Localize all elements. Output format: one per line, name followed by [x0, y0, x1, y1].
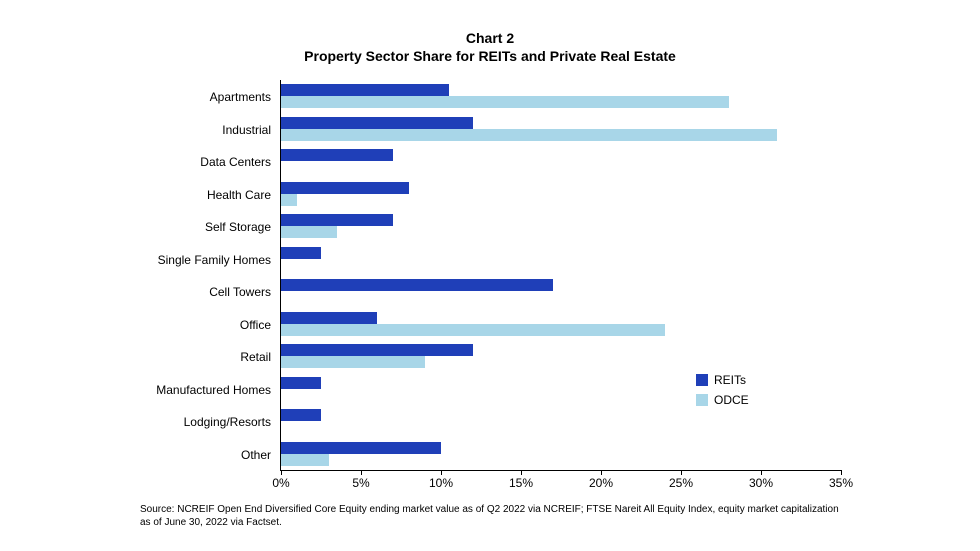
- chart-legend: REITs ODCE: [696, 373, 749, 413]
- category-label: Health Care: [207, 188, 271, 202]
- bar-reits: [281, 344, 473, 356]
- legend-item: REITs: [696, 373, 749, 387]
- chart-title-line1: Chart 2: [0, 30, 980, 48]
- bar-reits: [281, 149, 393, 161]
- bar-odce: [281, 324, 665, 336]
- category-label: Manufactured Homes: [156, 383, 271, 397]
- bar-reits: [281, 117, 473, 129]
- x-axis-tick-mark: [681, 470, 682, 475]
- bar-odce: [281, 454, 329, 466]
- category-label: Single Family Homes: [158, 253, 271, 267]
- chart-title: Chart 2 Property Sector Share for REITs …: [0, 30, 980, 65]
- category-label: Other: [241, 448, 271, 462]
- bar-reits: [281, 247, 321, 259]
- bar-reits: [281, 442, 441, 454]
- x-axis-tick-label: 20%: [589, 476, 613, 490]
- chart-title-line2: Property Sector Share for REITs and Priv…: [0, 48, 980, 66]
- category-label: Cell Towers: [209, 285, 271, 299]
- legend-label: ODCE: [714, 393, 749, 407]
- x-axis-tick-label: 30%: [749, 476, 773, 490]
- x-axis-tick-label: 35%: [829, 476, 853, 490]
- bar-odce: [281, 226, 337, 238]
- bar-reits: [281, 377, 321, 389]
- bar-odce: [281, 96, 729, 108]
- category-label: Data Centers: [200, 155, 271, 169]
- legend-label: REITs: [714, 373, 746, 387]
- x-axis-tick-mark: [601, 470, 602, 475]
- category-label: Retail: [240, 350, 271, 364]
- x-axis-tick-label: 15%: [509, 476, 533, 490]
- category-label: Self Storage: [205, 220, 271, 234]
- bar-reits: [281, 409, 321, 421]
- legend-swatch: [696, 374, 708, 386]
- bar-odce: [281, 129, 777, 141]
- bar-odce: [281, 194, 297, 206]
- category-label: Lodging/Resorts: [184, 415, 271, 429]
- legend-swatch: [696, 394, 708, 406]
- x-axis-tick-mark: [281, 470, 282, 475]
- x-axis-tick-label: 0%: [272, 476, 289, 490]
- x-axis-tick-mark: [441, 470, 442, 475]
- bar-odce: [281, 356, 425, 368]
- x-axis-tick-label: 10%: [429, 476, 453, 490]
- bar-reits: [281, 312, 377, 324]
- chart-container: Chart 2 Property Sector Share for REITs …: [0, 0, 980, 551]
- x-axis-tick-label: 25%: [669, 476, 693, 490]
- x-axis-tick-mark: [361, 470, 362, 475]
- x-axis-tick-mark: [521, 470, 522, 475]
- bar-reits: [281, 279, 553, 291]
- bar-reits: [281, 182, 409, 194]
- x-axis-tick-label: 5%: [352, 476, 369, 490]
- category-label: Office: [240, 318, 271, 332]
- x-axis-tick-mark: [841, 470, 842, 475]
- x-axis-tick-mark: [761, 470, 762, 475]
- chart-plot-area: 0%5%10%15%20%25%30%35%ApartmentsIndustri…: [280, 80, 841, 471]
- bar-reits: [281, 84, 449, 96]
- bar-reits: [281, 214, 393, 226]
- legend-item: ODCE: [696, 393, 749, 407]
- category-label: Apartments: [210, 90, 271, 104]
- category-label: Industrial: [222, 123, 271, 137]
- chart-source-note: Source: NCREIF Open End Diversified Core…: [140, 504, 840, 529]
